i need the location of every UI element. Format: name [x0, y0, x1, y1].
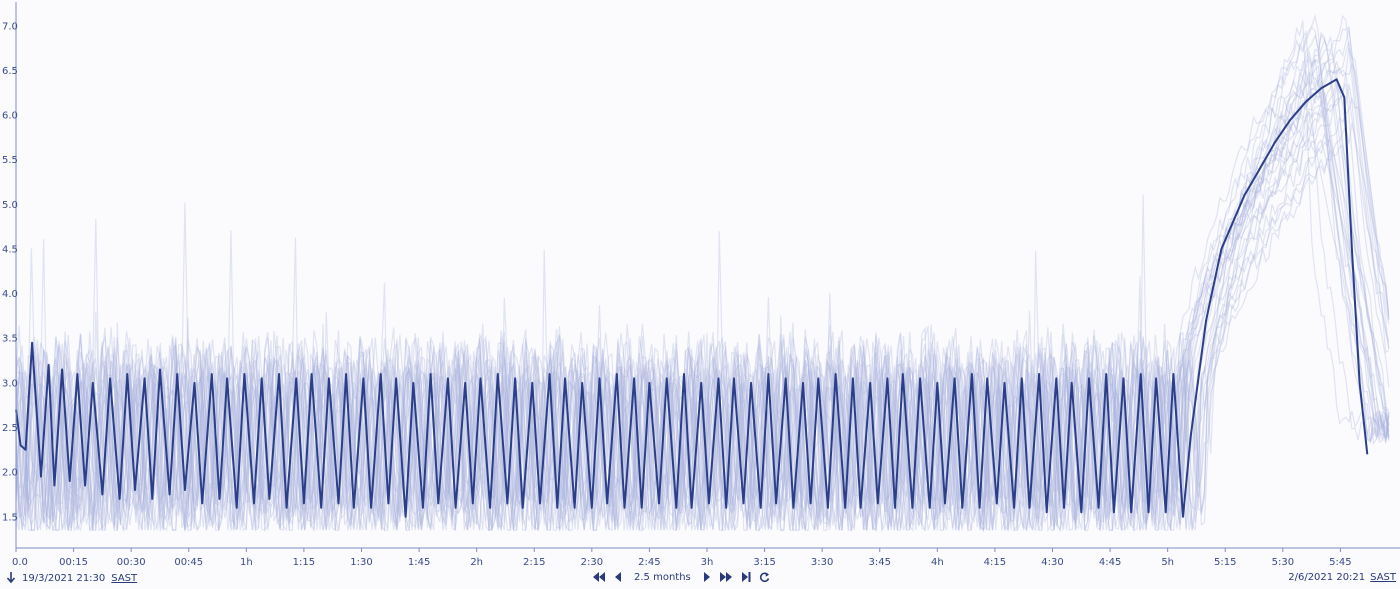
x-tick-label: 00:30: [117, 557, 146, 568]
faint-trace: [15, 33, 1390, 530]
end-time: 2/6/2021 20:21: [1288, 572, 1366, 583]
faint-trace: [15, 84, 1390, 533]
highlight-series-line: [15, 78, 1369, 518]
x-tick-label: 1:15: [293, 557, 315, 568]
footer-start: 19/3/2021 21:30 SAST: [6, 572, 137, 584]
y-tick-label: 6.5: [2, 66, 18, 77]
x-tick-label: 4:30: [1041, 557, 1063, 568]
x-tick-label: 3:30: [811, 557, 833, 568]
faint-trace: [15, 58, 1390, 533]
highlight-line-layer: [15, 78, 1369, 518]
faint-trace: [15, 63, 1390, 533]
faint-trace: [15, 144, 1390, 533]
time-range-footer: 19/3/2021 21:30 SAST 2.5 months 2/6/2021…: [0, 568, 1400, 589]
x-tick-label: 3:45: [869, 557, 891, 568]
x-tick-label: 5:30: [1272, 557, 1294, 568]
y-tick-label: 3.0: [2, 378, 18, 389]
faint-trace: [15, 47, 1390, 532]
chart-svg: 1.5 2.0 2.5 3.0 3.5 4.0 4.5 5.0 5.5 6.0 6.5 7.0 0.0…: [2, 2, 1400, 568]
x-tick-label: 4:45: [1099, 557, 1121, 568]
faint-trace: [15, 61, 1390, 525]
faint-trace: [15, 29, 1390, 533]
x-tick-label: 5:15: [1214, 557, 1236, 568]
x-tick-label: 00:45: [174, 557, 203, 568]
x-tick-label: 00:15: [59, 557, 88, 568]
faint-trace: [15, 111, 1390, 533]
range-label[interactable]: 2.5 months: [634, 571, 691, 583]
x-tick-label: 3:15: [753, 557, 775, 568]
y-tick-label: 7.0: [2, 21, 18, 32]
y-tick-label: 2.5: [2, 423, 18, 434]
x-tick-label: 2:45: [638, 557, 660, 568]
faint-trace: [15, 25, 1390, 522]
start-time: 19/3/2021 21:30: [22, 572, 106, 584]
x-tick-label: 1h: [240, 557, 253, 568]
x-tick-label: 1:30: [350, 557, 372, 568]
x-tick-label: 4:15: [984, 557, 1006, 568]
double-right-icon[interactable]: [719, 571, 733, 583]
x-tick-label: 4h: [931, 557, 944, 568]
timezone-end-link[interactable]: SAST: [1370, 572, 1396, 583]
timezone-start-link[interactable]: SAST: [111, 572, 138, 584]
y-tick-label: 6.0: [2, 111, 18, 122]
footer-end: 2/6/2021 20:21 SAST: [1288, 572, 1396, 583]
double-left-icon[interactable]: [592, 571, 606, 583]
faint-trace: [15, 48, 1390, 533]
y-tick-label: 5.0: [2, 200, 18, 211]
x-tick-label: 5:45: [1329, 557, 1351, 568]
x-tick-labels: 0.0 00:15 00:30 00:45 1h 1:15 1:30 1:45 2h 2:15 2:…: [12, 548, 1352, 568]
range-navigation: 2.5 months: [592, 571, 770, 583]
x-tick-label: 3h: [701, 557, 714, 568]
y-tick-label: 2.0: [2, 468, 18, 479]
faint-trace: [15, 122, 1390, 532]
x-tick-label: 0.0: [12, 557, 28, 568]
y-tick-label: 4.5: [2, 244, 18, 255]
faint-trace: [15, 83, 1390, 532]
faint-trace: [15, 25, 1390, 531]
refresh-icon[interactable]: [759, 571, 770, 583]
y-tick-label: 1.5: [2, 512, 18, 523]
y-tick-label: 4.0: [2, 289, 18, 300]
skip-end-icon[interactable]: [741, 571, 751, 583]
y-tick-label: 5.5: [2, 155, 18, 166]
right-icon[interactable]: [703, 571, 711, 583]
left-icon[interactable]: [614, 571, 622, 583]
y-tick-labels: 1.5 2.0 2.5 3.0 3.5 4.0 4.5 5.0 5.5 6.0 6.5 7.0: [2, 21, 18, 523]
x-tick-label: 5h: [1161, 557, 1174, 568]
x-tick-label: 2:15: [523, 557, 545, 568]
x-tick-label: 2h: [470, 557, 483, 568]
y-tick-label: 3.5: [2, 334, 18, 345]
arrow-down-icon[interactable]: [6, 572, 16, 584]
faint-trace: [15, 41, 1390, 533]
faint-trace: [15, 77, 1390, 514]
faint-trace: [15, 28, 1390, 531]
x-tick-label: 2:30: [581, 557, 603, 568]
faint-trace: [15, 48, 1390, 533]
x-tick-label: 1:45: [408, 557, 430, 568]
faint-trace: [15, 80, 1390, 523]
